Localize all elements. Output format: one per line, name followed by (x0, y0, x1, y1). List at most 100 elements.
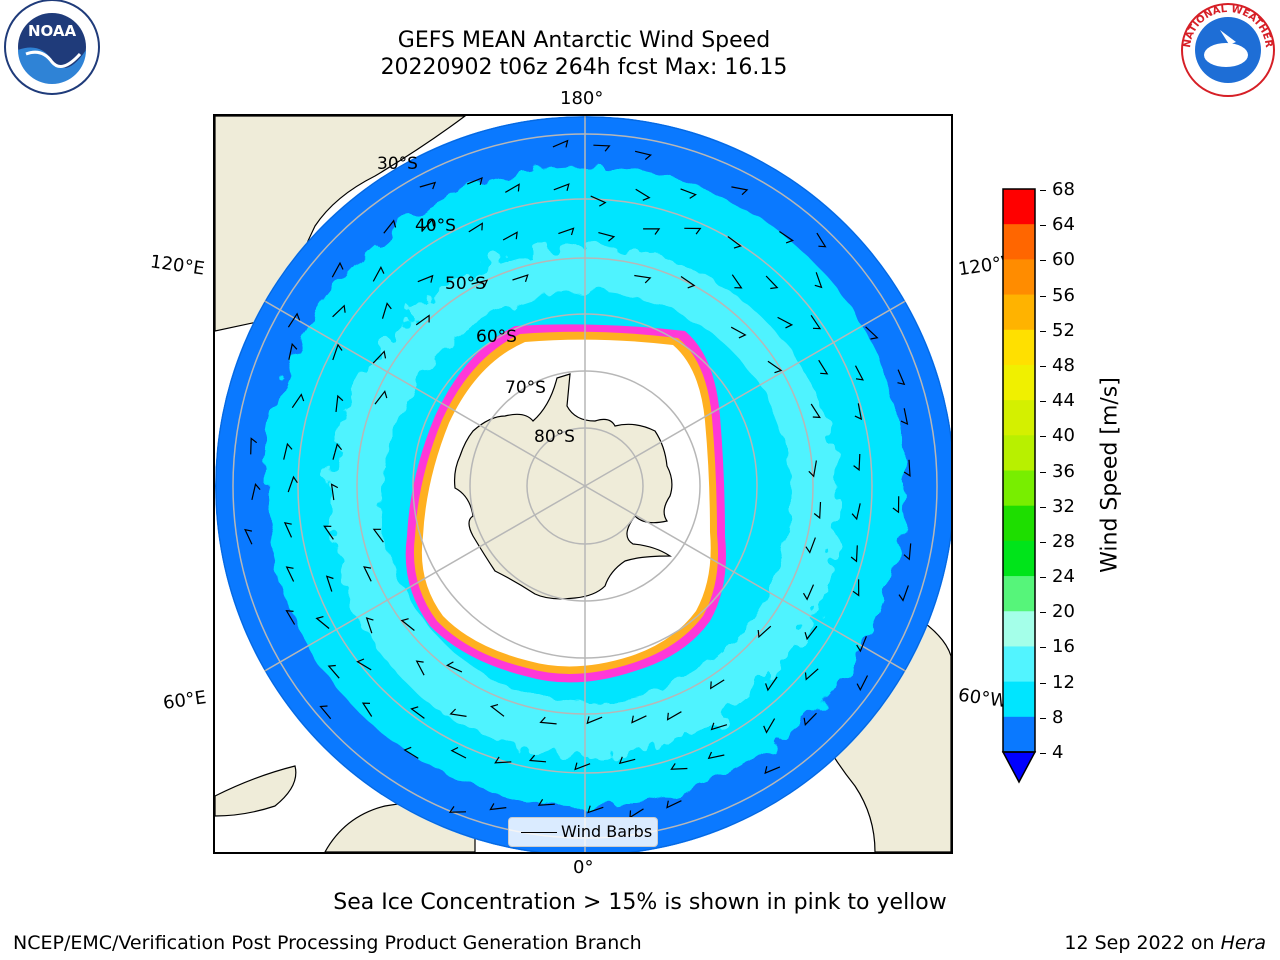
colorbar-segment (1003, 540, 1035, 577)
wind-barb (415, 660, 425, 676)
wind-barb (251, 483, 261, 501)
wind-barb (512, 274, 529, 282)
colorbar-tick-label: 64 (1052, 214, 1075, 236)
wind-barb (471, 279, 489, 287)
wind-barb (634, 274, 652, 284)
wind-barb (287, 312, 301, 328)
wind-barb (598, 232, 616, 242)
wind-barb (731, 274, 743, 289)
wind-barb (417, 274, 434, 283)
graticule-meridian (215, 225, 586, 487)
colorbar-tick-label: 52 (1052, 319, 1075, 341)
wind-barb (727, 236, 742, 249)
wind-barb (631, 715, 647, 724)
colorbar-tick-label: 28 (1052, 530, 1075, 552)
wind-barb (372, 528, 384, 543)
colorbar-segment (1003, 364, 1035, 401)
colorbar-tick-label: 36 (1052, 460, 1075, 482)
wind-barbs (244, 139, 912, 819)
footer-date: 12 Sep 2022 on Hera (1064, 932, 1266, 954)
wind-barb (731, 186, 749, 196)
wind-barb (643, 228, 661, 235)
colorbar-tick-label: 8 (1052, 706, 1064, 728)
antarctic-wind-map: 30°S 40°S 50°S 60°S 70°S 80°S (215, 116, 951, 852)
map-legend: Wind Barbs (508, 817, 658, 847)
colorbar-segment (1003, 611, 1035, 647)
colorbar-tick-mark (1040, 471, 1046, 473)
wind-barb (808, 460, 817, 478)
colorbar-label: Wind Speed [m/s] (1097, 377, 1123, 573)
disc-boundary (215, 116, 951, 852)
wind-barb (854, 403, 863, 421)
colorbar-tick-mark (1040, 753, 1046, 754)
wind-barb (903, 543, 912, 561)
colorbar (1001, 188, 1037, 784)
wind-barb (710, 679, 725, 690)
lat-label-80s: 80°S (534, 427, 575, 447)
wind-barb (335, 394, 344, 412)
lat-label-40s: 40°S (415, 216, 456, 236)
colorbar-segment (1003, 435, 1035, 471)
wind-barb (897, 369, 906, 386)
wind-barb (853, 453, 861, 472)
wind-barb (489, 803, 507, 811)
wind-barb (666, 711, 682, 721)
wind-barb (684, 227, 702, 235)
wind-barb (552, 139, 569, 148)
wind-barb (415, 314, 430, 326)
wind-barb (810, 314, 822, 330)
wind-barb (332, 343, 343, 361)
colorbar-tick-mark (1040, 541, 1046, 543)
wind-barb (288, 342, 298, 360)
colorbar-segment (1003, 224, 1035, 260)
wind-barb (618, 756, 636, 765)
wind-barb (323, 525, 334, 540)
colorbar-segment (1003, 681, 1035, 718)
wind-barb (365, 617, 374, 634)
noaa-logo: NOAA (4, 0, 100, 95)
wind-barb (448, 806, 467, 813)
footer-date-text: 12 Sep 2022 on (1064, 932, 1221, 954)
colorbar-segment (1003, 189, 1035, 225)
wind-barb (634, 150, 652, 161)
colorbar-tick-label: 44 (1052, 390, 1075, 412)
wind-barb (539, 716, 557, 725)
projection-disc (215, 116, 951, 852)
wind-barb (356, 658, 372, 671)
wind-barb (590, 195, 607, 207)
wind-barb (332, 443, 343, 460)
legend-label: Wind Barbs (561, 822, 653, 841)
wind-barb (763, 718, 776, 734)
land-antarctica (453, 373, 673, 600)
colorbar-ticks: 68 64 60 56 52 48 44 40 36 32 28 24 20 16 12 8 4 (1040, 179, 1090, 770)
wind-barb (332, 304, 346, 318)
lat-label-30s: 30°S (377, 154, 418, 174)
lat-label-70s: 70°S (505, 378, 546, 398)
colorbar-segment (1003, 470, 1035, 507)
lon-label-180: 180° (560, 88, 604, 109)
wind-barb (854, 365, 864, 381)
colorbar-tick-label: 32 (1052, 495, 1075, 517)
lon-label-60e: 60°E (161, 687, 208, 714)
wind-barb (553, 183, 570, 191)
wind-barb (710, 722, 728, 731)
colorbar-segment (1003, 716, 1035, 753)
colorbar-tick-label: 16 (1052, 636, 1075, 658)
colorbar-tick-mark (1040, 506, 1046, 508)
lon-label-0: 0° (573, 857, 594, 878)
wind-barb (528, 754, 547, 763)
wind-barb (283, 521, 293, 538)
wind-barb (903, 459, 911, 477)
wind-barb (777, 316, 794, 329)
wind-barb (330, 483, 339, 501)
wind-barb (468, 222, 483, 233)
wind-barb (403, 746, 419, 759)
wind-barb (730, 326, 747, 339)
map-frame: 30°S 40°S 50°S 60°S 70°S 80°S (213, 114, 953, 854)
colorbar-tick-mark (1040, 436, 1046, 438)
legend-line-swatch (521, 832, 557, 833)
wind-barb (372, 265, 385, 282)
wind-barb (765, 676, 778, 692)
wind-barb (666, 800, 682, 809)
nws-logo: NATIONAL WEATHER SERVICE (1176, 0, 1275, 97)
